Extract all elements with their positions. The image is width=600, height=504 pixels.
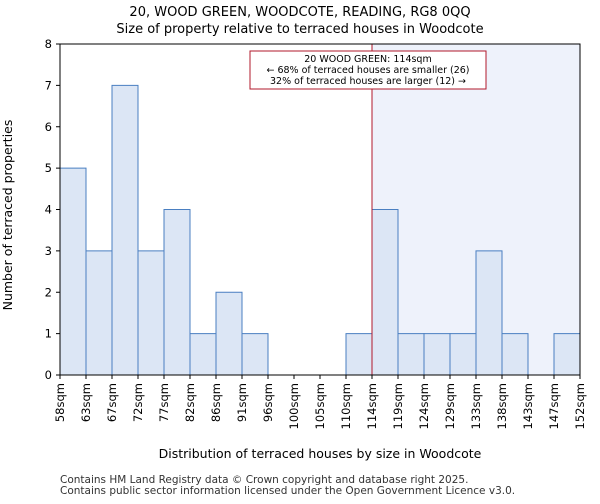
y-tick-label: 4 — [45, 203, 52, 217]
x-tick-label: 119sqm — [391, 383, 405, 429]
x-tick-label: 77sqm — [157, 383, 171, 422]
chart-title: 20, WOOD GREEN, WOODCOTE, READING, RG8 0… — [129, 5, 470, 20]
x-tick-label: 67sqm — [105, 383, 119, 422]
x-tick-label: 152sqm — [573, 383, 587, 429]
x-tick-label: 114sqm — [365, 383, 379, 429]
x-tick-label: 147sqm — [547, 383, 561, 429]
bar-91sqm — [241, 333, 269, 376]
y-tick-label: 5 — [45, 161, 52, 175]
bar-124sqm — [423, 333, 451, 376]
x-tick-label: 72sqm — [131, 383, 145, 422]
x-tick-label: 96sqm — [261, 383, 275, 422]
annotation-box: 20 WOOD GREEN: 114sqm ← 68% of terraced … — [249, 50, 487, 90]
y-tick-label: 1 — [45, 327, 52, 341]
annotation-line-2: ← 68% of terraced houses are smaller (26… — [266, 65, 469, 76]
bar-133sqm — [475, 250, 503, 376]
x-tick-label: 124sqm — [417, 383, 431, 429]
x-axis-label: Distribution of terraced houses by size … — [159, 446, 482, 461]
bar-58sqm — [59, 167, 87, 376]
x-tick-label: 138sqm — [495, 383, 509, 429]
bar-147sqm — [553, 333, 581, 376]
y-tick-label: 8 — [45, 37, 52, 51]
x-tick-label: 100sqm — [287, 383, 301, 429]
bar-63sqm — [85, 250, 113, 376]
y-tick-label: 7 — [45, 78, 52, 92]
bar-82sqm — [189, 333, 217, 376]
x-tick-label: 86sqm — [209, 383, 223, 422]
bar-77sqm — [163, 209, 191, 376]
x-tick-label: 63sqm — [79, 383, 93, 422]
annotation-line-1: 20 WOOD GREEN: 114sqm — [304, 54, 431, 65]
annotation-frame — [249, 50, 487, 90]
x-tick-label: 91sqm — [235, 383, 249, 422]
x-tick-label: 143sqm — [521, 383, 535, 429]
x-tick-label: 105sqm — [313, 383, 327, 429]
footer-line-2: Contains public sector information licen… — [60, 485, 515, 497]
y-tick-label: 2 — [45, 285, 52, 299]
x-tick-label: 82sqm — [183, 383, 197, 422]
bar-72sqm — [137, 250, 165, 376]
annotation-line-3: 32% of terraced houses are larger (12) → — [270, 76, 466, 87]
bar-67sqm — [111, 84, 139, 376]
x-tick-label: 129sqm — [443, 383, 457, 429]
bar-138sqm — [501, 333, 529, 376]
bar-119sqm — [397, 333, 425, 376]
bar-110sqm — [345, 333, 373, 376]
y-tick-label: 0 — [45, 368, 52, 382]
y-tick-label: 6 — [45, 120, 52, 134]
chart-subtitle: Size of property relative to terraced ho… — [116, 22, 483, 37]
y-axis-label: Number of terraced properties — [0, 120, 15, 311]
x-tick-label: 58sqm — [53, 383, 67, 422]
bar-129sqm — [449, 333, 477, 376]
bar-86sqm — [215, 291, 243, 376]
footer-line-1: Contains HM Land Registry data © Crown c… — [60, 474, 468, 486]
x-tick-label: 133sqm — [469, 383, 483, 429]
bar-114sqm — [371, 209, 399, 376]
y-tick-label: 3 — [45, 244, 52, 258]
x-tick-label: 110sqm — [339, 383, 353, 429]
